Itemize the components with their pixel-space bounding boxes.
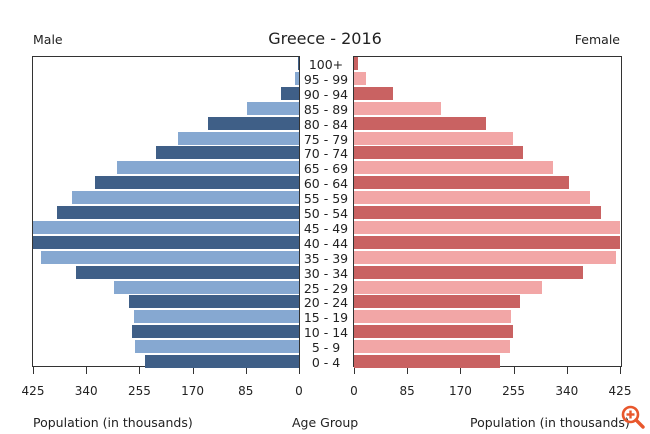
female-bar	[354, 310, 512, 324]
age-group-label: 10 - 14	[303, 325, 349, 341]
female-bar	[354, 355, 500, 368]
male-bar	[247, 101, 299, 115]
male-bar	[135, 340, 299, 354]
age-group-label: 15 - 19	[303, 310, 349, 326]
female-bar	[354, 265, 584, 279]
age-group-label: 35 - 39	[303, 250, 349, 266]
axis-tick	[299, 367, 300, 374]
male-bar	[94, 176, 299, 190]
male-tick-label: 0	[295, 384, 303, 398]
female-bar	[354, 325, 513, 339]
male-bar	[156, 146, 299, 160]
age-group-label: 60 - 64	[303, 176, 349, 192]
zoom-button[interactable]	[620, 404, 646, 430]
axis-tick	[513, 367, 515, 374]
age-group-label: 90 - 94	[303, 86, 349, 102]
male-tick-label: 255	[127, 384, 151, 398]
zoom-in-icon	[621, 405, 645, 429]
male-bar	[280, 86, 299, 100]
age-group-label: 65 - 69	[303, 161, 349, 177]
female-bar	[354, 206, 602, 219]
female-bar	[354, 340, 510, 354]
female-tick-label: 0	[350, 384, 358, 398]
female-bar	[354, 71, 366, 85]
male-bar	[72, 191, 299, 205]
age-group-label: 55 - 59	[303, 191, 349, 207]
female-bar	[354, 220, 620, 234]
female-tick-label: 170	[448, 384, 472, 398]
female-bar	[354, 161, 554, 175]
axis-tick	[139, 367, 141, 374]
female-bar	[354, 280, 542, 294]
age-group-label: 0 - 4	[311, 355, 341, 370]
axis-tick	[192, 367, 194, 374]
age-group-label: 30 - 34	[303, 265, 349, 281]
female-bar	[354, 295, 520, 309]
axis-tick	[620, 367, 621, 374]
male-bar	[208, 116, 299, 130]
axis-tick	[566, 367, 568, 374]
male-bar	[75, 265, 299, 279]
male-bar	[178, 131, 299, 145]
female-bar	[354, 101, 441, 115]
age-group-label: 70 - 74	[303, 146, 349, 162]
male-bar	[33, 220, 299, 234]
female-axis-label: Population (in thousands)	[470, 415, 630, 430]
female-bar	[354, 116, 487, 130]
axis-tick	[460, 367, 462, 374]
male-bar	[295, 71, 299, 85]
female-tick-label: 340	[555, 384, 579, 398]
axis-tick	[354, 367, 355, 374]
male-label: Male	[33, 32, 63, 47]
male-bar	[41, 250, 299, 264]
male-tick-label: 425	[21, 384, 45, 398]
male-bar	[57, 206, 299, 219]
axis-tick	[407, 367, 409, 374]
age-group-axis-label: Age Group	[292, 415, 359, 430]
age-group-label: 85 - 89	[303, 101, 349, 117]
age-group-label: 40 - 44	[303, 235, 349, 251]
axis-tick	[33, 367, 34, 374]
axis-tick	[86, 367, 88, 374]
male-tick-label: 85	[238, 384, 254, 398]
age-group-label: 100+	[308, 57, 344, 72]
age-group-label: 75 - 79	[303, 131, 349, 147]
male-bar	[33, 235, 299, 249]
age-group-label: 20 - 24	[303, 295, 349, 311]
age-group-label: 45 - 49	[303, 220, 349, 236]
age-group-label: 80 - 84	[303, 116, 349, 132]
female-bar	[354, 250, 617, 264]
age-group-label: 50 - 54	[303, 206, 349, 221]
female-bar	[354, 131, 513, 145]
male-bar	[298, 57, 299, 70]
female-bar	[354, 191, 590, 205]
female-tick-label: 255	[502, 384, 526, 398]
male-bar	[145, 355, 299, 368]
male-bar	[131, 325, 299, 339]
female-bar	[354, 146, 523, 160]
male-bar	[114, 280, 299, 294]
female-bar	[354, 235, 620, 249]
male-bar	[129, 295, 299, 309]
male-tick-label: 340	[74, 384, 98, 398]
male-axis-label: Population (in thousands)	[33, 415, 193, 430]
female-tick-label: 425	[608, 384, 632, 398]
age-group-label: 95 - 99	[303, 71, 349, 87]
male-tick-label: 170	[181, 384, 205, 398]
female-bar	[354, 176, 569, 190]
male-bar	[134, 310, 299, 324]
chart-title: Greece - 2016	[268, 29, 382, 48]
female-tick-label: 85	[399, 384, 415, 398]
female-bar	[354, 57, 358, 70]
axis-tick	[245, 367, 247, 374]
female-label: Female	[574, 32, 620, 47]
female-bar	[354, 86, 393, 100]
age-group-label: 25 - 29	[303, 280, 349, 296]
age-group-label: 5 - 9	[311, 340, 341, 356]
male-bar	[117, 161, 299, 175]
